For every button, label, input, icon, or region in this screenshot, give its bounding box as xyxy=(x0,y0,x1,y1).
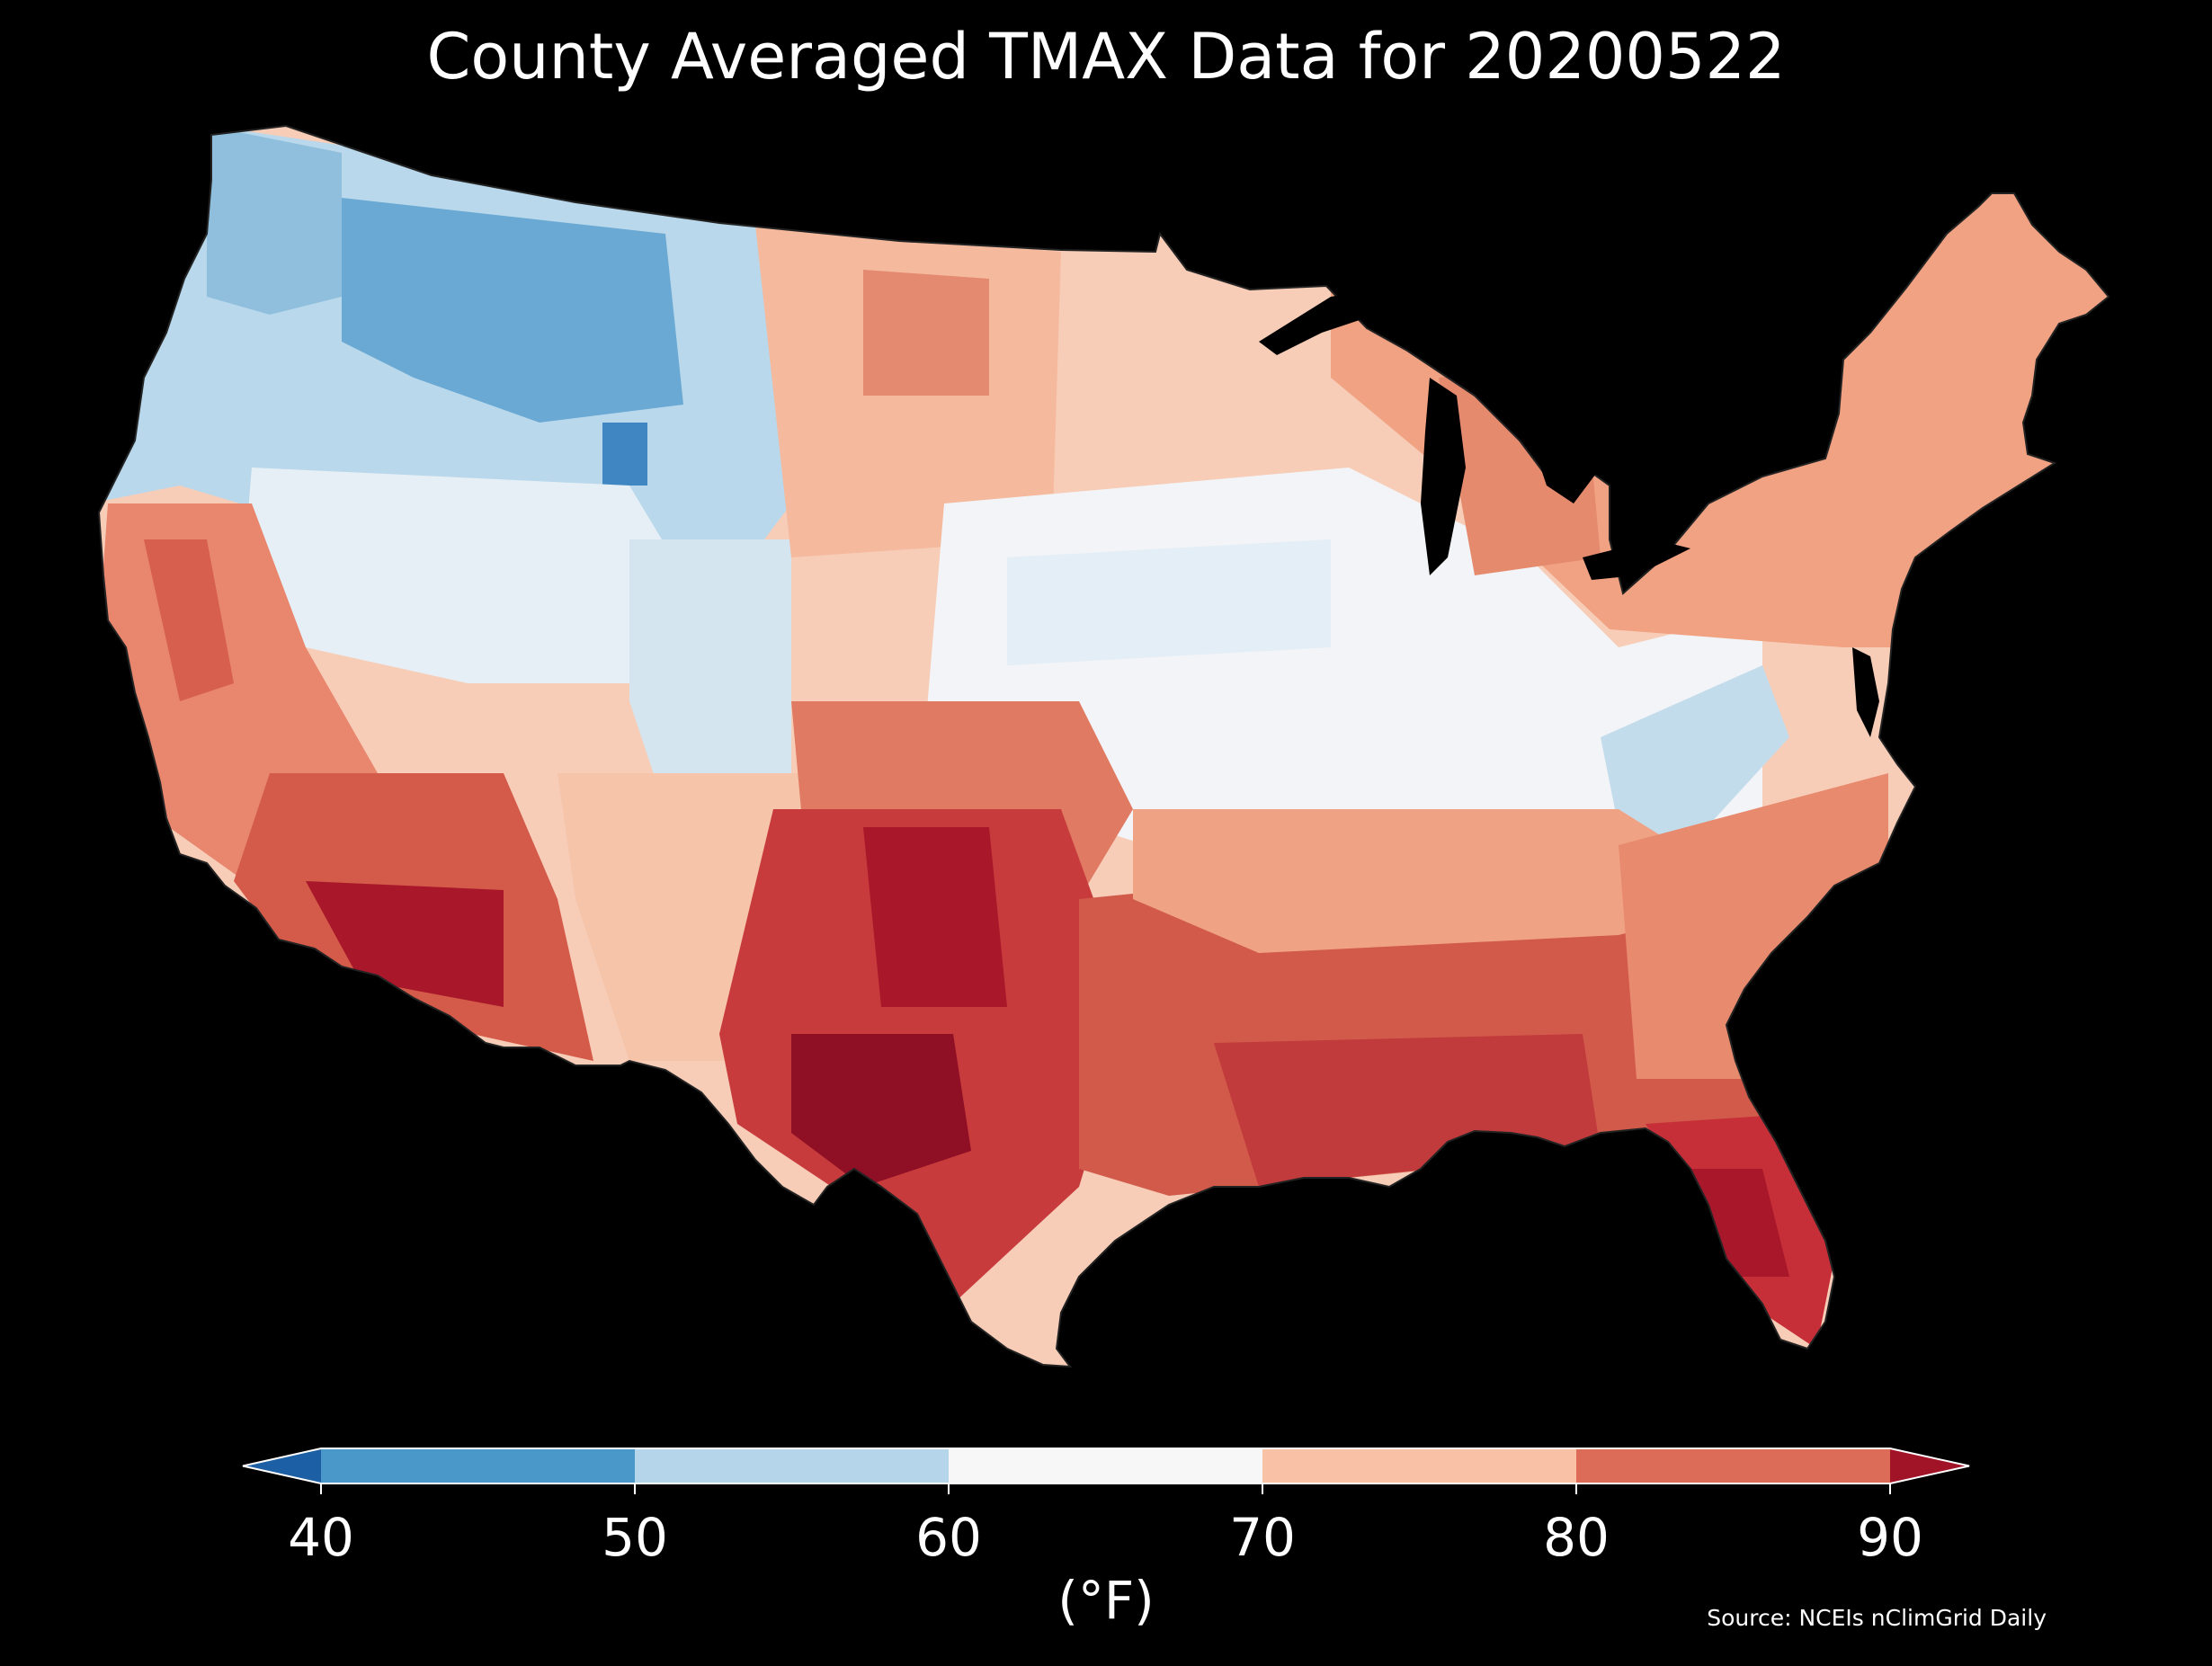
colorbar-tick-label-60: 60 xyxy=(915,1507,982,1568)
region-rockies-cold xyxy=(342,198,683,423)
region-southeast-coast-warm xyxy=(1619,773,1888,1079)
region-appalachia-blue xyxy=(1601,665,1789,845)
region-central-valley-hot xyxy=(144,539,234,701)
lake-superior xyxy=(1259,288,1385,355)
colorbar-bin-60-70 xyxy=(949,1448,1262,1483)
colorbar-tick-label-50: 50 xyxy=(602,1507,668,1568)
colorbar-bin-40-50 xyxy=(321,1448,635,1483)
map-title: County Averaged TMAX Data for 20200522 xyxy=(426,20,1786,94)
source-credit: Source: NCEIs nClimGrid Daily xyxy=(1707,1605,2047,1631)
colorbar-bin-70-80 xyxy=(1262,1448,1576,1483)
colorbar: 40 50 60 70 80 90 xyxy=(242,1448,1970,1568)
region-iowa-pale-blue xyxy=(1007,539,1331,665)
conus-temperature-map xyxy=(97,124,2110,1368)
colorbar-tick-label-70: 70 xyxy=(1229,1507,1296,1568)
colorbar-tick-label-80: 80 xyxy=(1543,1507,1610,1568)
region-low-desert-hottest xyxy=(306,881,504,1007)
lake-erie xyxy=(1583,539,1690,580)
colorbar-unit-label: (°F) xyxy=(1057,1570,1155,1631)
region-colorado-light-blue xyxy=(629,539,791,809)
region-west-texas-hottest xyxy=(791,1034,971,1187)
colorbar-extend-over xyxy=(1890,1448,1969,1483)
region-deep-south-hotter xyxy=(1214,1034,1601,1187)
colorbar-bin-80-90 xyxy=(1576,1448,1890,1483)
lake-huron xyxy=(1529,423,1601,503)
region-northwest-cooler xyxy=(207,126,342,315)
chesapeake-bay xyxy=(1852,647,1879,737)
region-dakotas-warmer xyxy=(863,270,989,396)
region-central-texas-hottest xyxy=(863,827,1007,1007)
colorbar-tick-label-40: 40 xyxy=(288,1507,354,1568)
lake-michigan xyxy=(1421,378,1466,575)
colorbar-bin-50-60 xyxy=(635,1448,949,1483)
region-yellowstone-cold xyxy=(602,423,647,486)
region-mid-south-warm xyxy=(1133,809,1762,953)
region-florida-peninsula-hotter xyxy=(1690,1169,1789,1277)
colorbar-tick-label-90: 90 xyxy=(1857,1507,1923,1568)
region-great-basin-pale xyxy=(243,468,683,683)
colorbar-extend-under xyxy=(243,1448,321,1483)
